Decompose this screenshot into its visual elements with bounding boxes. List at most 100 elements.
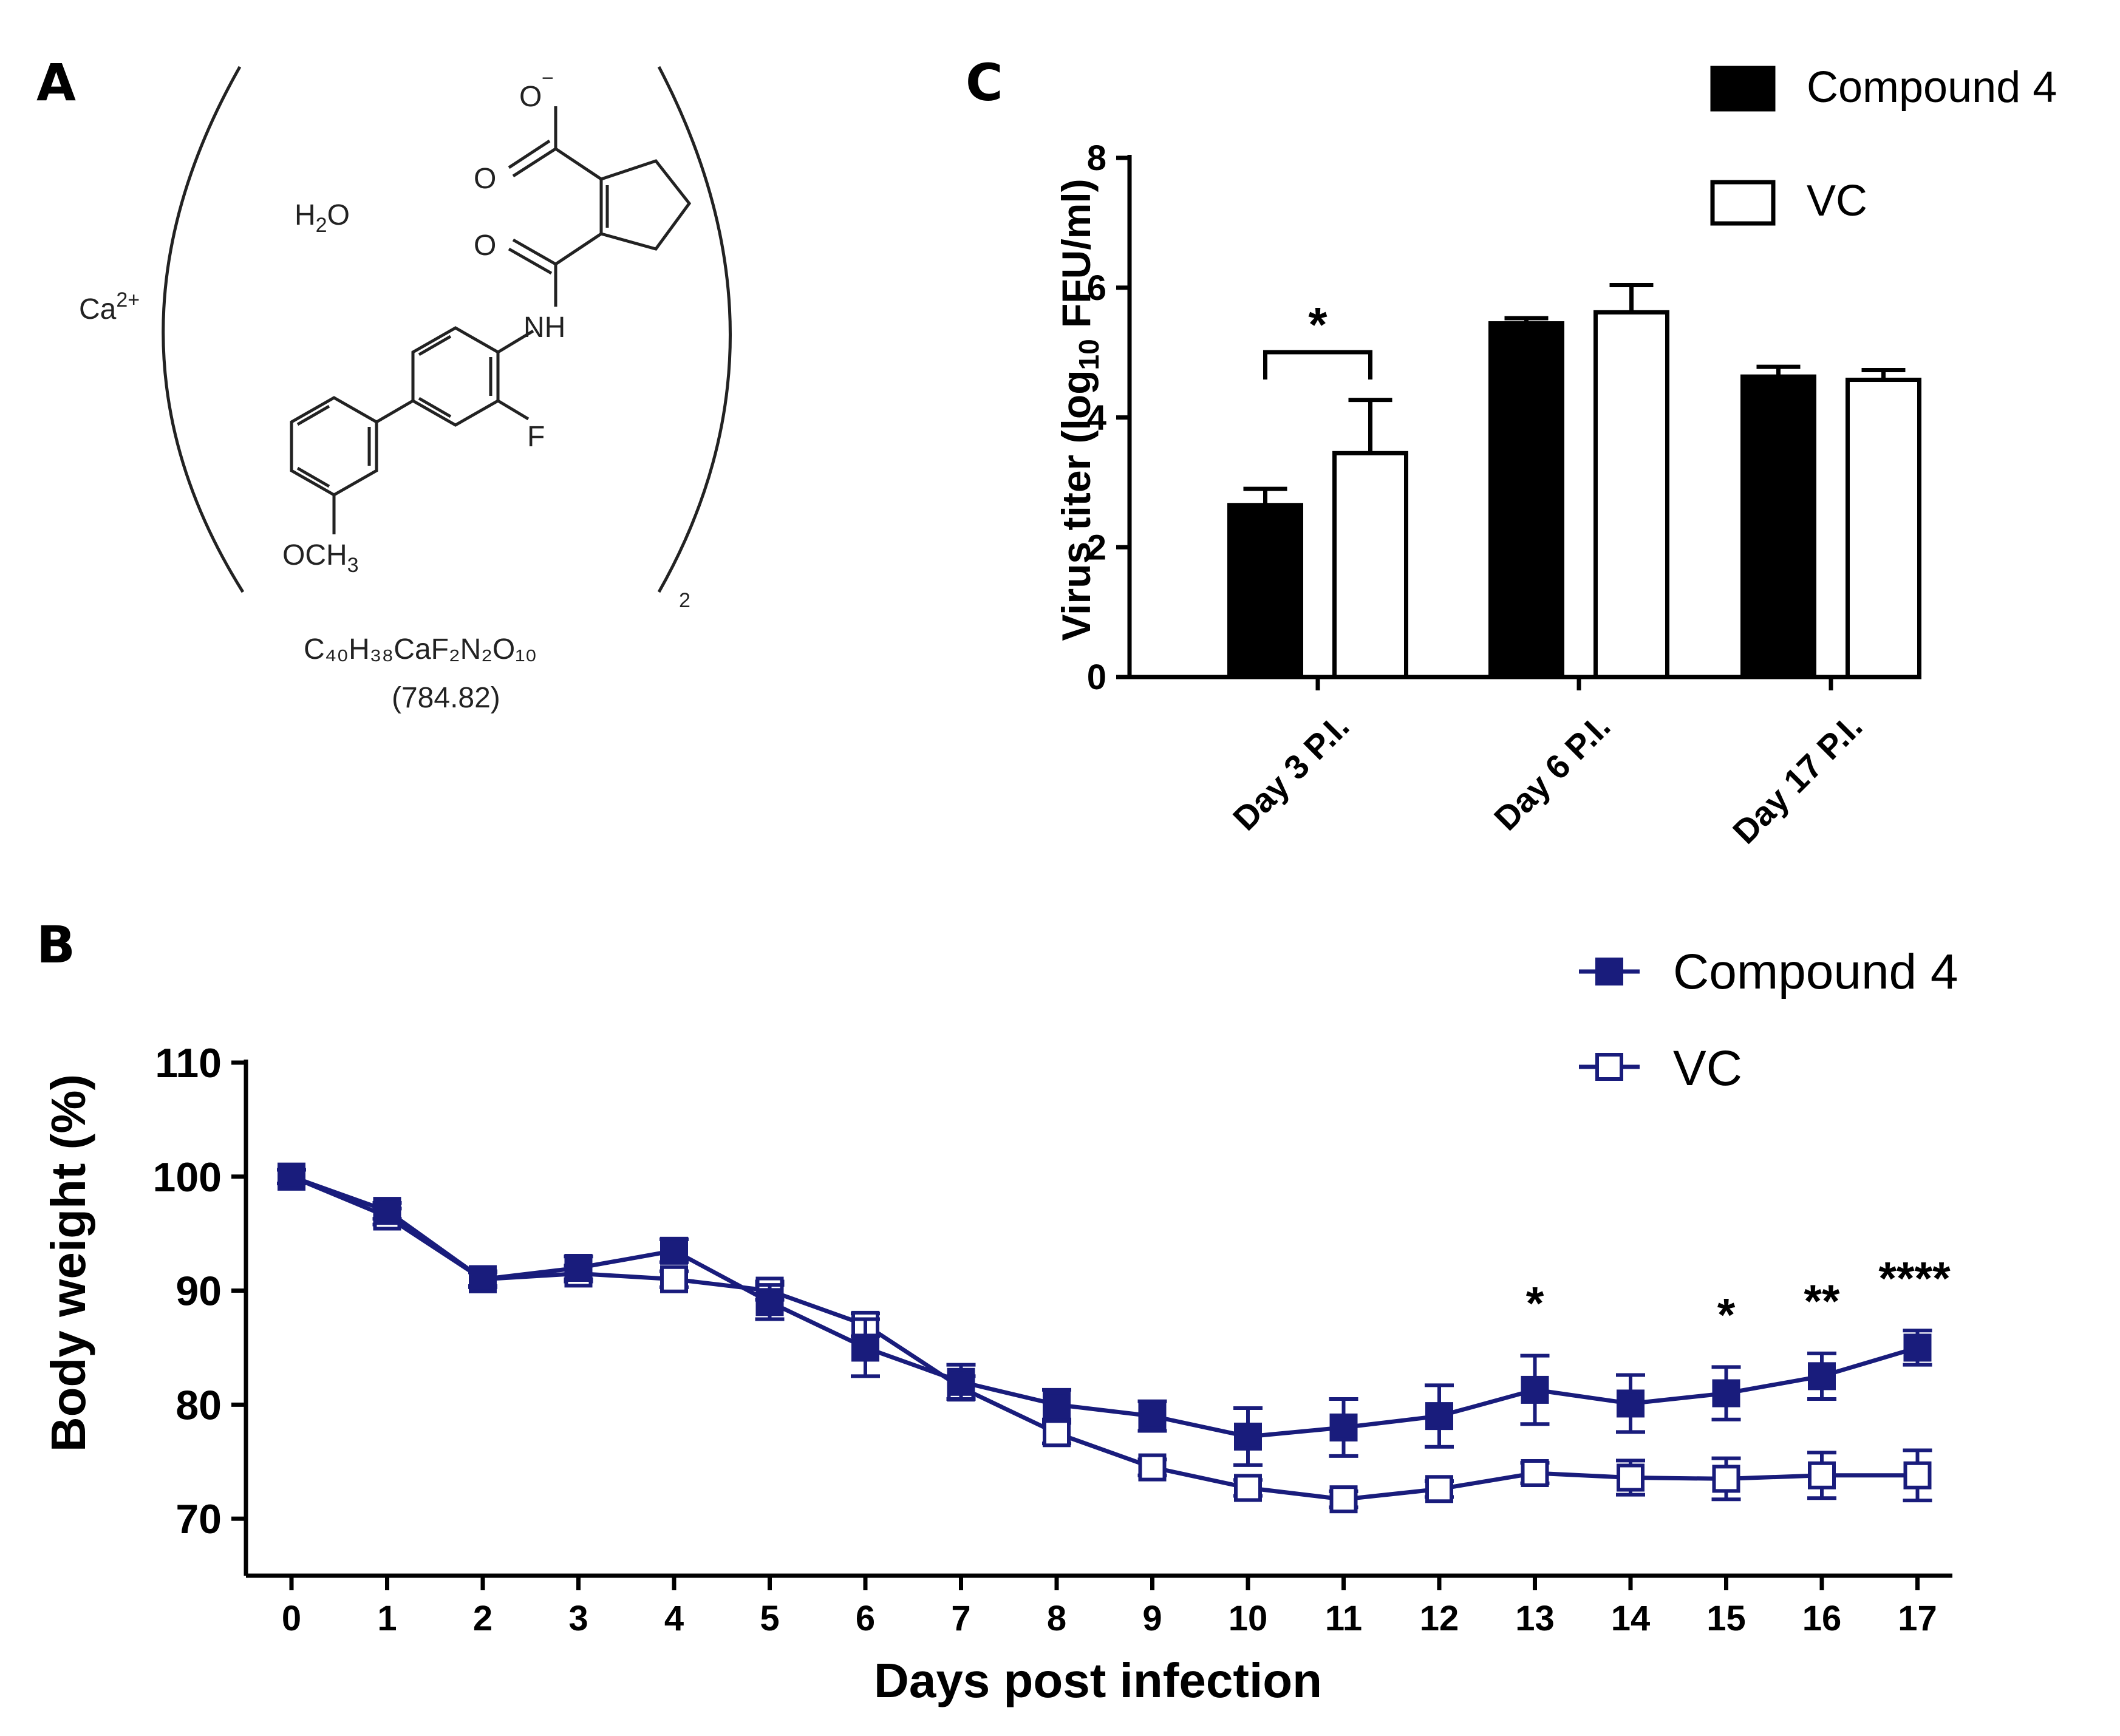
b-x-tick-label-6: 6 xyxy=(856,1599,875,1638)
c-x-tick-label-1: Day 6 P.I. xyxy=(1487,707,1618,838)
b-x-tick-label-12: 12 xyxy=(1420,1599,1459,1638)
b-y-tick-label-110: 110 xyxy=(155,1040,222,1086)
legend-marker-vc xyxy=(1595,1053,1623,1081)
water-label: H2O xyxy=(295,199,350,237)
molecular-formula: C₄₀H₃₈CaF₂N₂O₁₀ xyxy=(304,633,537,665)
b-x-tick-label-10: 10 xyxy=(1229,1599,1268,1638)
structure-labels: O − O O H2O Ca2+ NH F OCH3 2 C₄₀H₃₈CaF₂N… xyxy=(79,67,690,714)
b-x-tick-label-8: 8 xyxy=(1047,1599,1066,1638)
b-point-vc-9 xyxy=(1138,1453,1167,1482)
c-bar-vc-1 xyxy=(1593,310,1669,679)
left-bracket xyxy=(162,66,245,593)
b-x-tick-label-2: 2 xyxy=(473,1599,493,1638)
b-x-tick-label-14: 14 xyxy=(1611,1599,1651,1638)
b-x-tick-label-4: 4 xyxy=(664,1599,684,1638)
b-point-compound-4-4 xyxy=(660,1236,688,1265)
c-bars xyxy=(1227,282,1921,679)
b-point-compound-4-16 xyxy=(1808,1362,1836,1391)
b-point-compound-4-0 xyxy=(278,1162,305,1191)
b-point-compound-4-15 xyxy=(1712,1379,1740,1408)
b-point-compound-4-12 xyxy=(1425,1402,1453,1431)
c-legend: Compound 4 VC xyxy=(1710,63,2057,226)
atom-o-carbonyl-2: O xyxy=(474,230,496,262)
c-y-axis-title: Virus titer (log10 FFU/ml) xyxy=(1054,179,1105,641)
b-y-tick-label-70: 70 xyxy=(176,1496,222,1542)
atom-f: F xyxy=(527,421,545,453)
b-series xyxy=(277,1162,1932,1514)
c-y-tick-label-8: 8 xyxy=(1087,138,1106,178)
c-significance-star: * xyxy=(1308,298,1328,352)
b-point-compound-4-8 xyxy=(1043,1391,1071,1419)
cyclopentene-ring xyxy=(599,159,692,251)
b-legend: Compound 4 VC xyxy=(1579,944,1958,1096)
atom-o-carboxylate: O xyxy=(519,81,542,113)
charge-minus: − xyxy=(542,67,554,90)
b-point-compound-4-14 xyxy=(1617,1389,1645,1418)
b-y-tick-label-90: 90 xyxy=(176,1268,222,1315)
bracket-subscript: 2 xyxy=(679,589,690,612)
b-point-vc-16 xyxy=(1808,1461,1836,1489)
b-x-tick-label-5: 5 xyxy=(760,1599,779,1638)
c-bar-compound-4-0 xyxy=(1227,503,1303,679)
b-x-tick-label-17: 17 xyxy=(1898,1599,1937,1638)
b-x-tick-label-16: 16 xyxy=(1802,1599,1842,1638)
b-significance-17: **** xyxy=(1878,1253,1951,1304)
c-significance-bracket xyxy=(1263,350,1372,380)
b-significance-16: ** xyxy=(1804,1276,1840,1327)
right-bracket xyxy=(657,66,732,593)
b-line-compound-4 xyxy=(290,1174,1918,1439)
b-y-tick-label-80: 80 xyxy=(176,1382,222,1428)
c-y-tick-label-4: 4 xyxy=(1087,398,1106,438)
b-point-compound-4-11 xyxy=(1329,1413,1358,1442)
c-y-tick-label-2: 2 xyxy=(1087,528,1106,567)
b-y-axis-title: Body weight (%) xyxy=(41,1074,95,1452)
b-x-tick-label-3: 3 xyxy=(568,1599,588,1638)
b-x-tick-label-0: 0 xyxy=(282,1599,301,1638)
c-x-tick-label-0: Day 3 P.I. xyxy=(1225,707,1357,838)
b-point-compound-4-3 xyxy=(564,1254,593,1282)
b-point-compound-4-7 xyxy=(947,1367,975,1396)
b-x-tick-label-15: 15 xyxy=(1706,1599,1746,1638)
c-y-tick-label-6: 6 xyxy=(1087,268,1106,308)
legend-swatch-compound-4 xyxy=(1710,66,1776,112)
c-bar-vc-2 xyxy=(1846,378,1921,679)
b-point-compound-4-13 xyxy=(1521,1375,1549,1404)
b-point-vc-13 xyxy=(1521,1459,1549,1487)
b-point-vc-15 xyxy=(1712,1465,1740,1493)
b-point-vc-8 xyxy=(1043,1419,1071,1448)
b-point-vc-10 xyxy=(1234,1474,1262,1502)
panel-label-a: A xyxy=(36,53,76,112)
b-axes xyxy=(231,1060,1952,1590)
b-x-tick-label-9: 9 xyxy=(1142,1599,1162,1638)
b-y-tick-label-100: 100 xyxy=(153,1154,222,1200)
c-bar-compound-4-2 xyxy=(1740,374,1816,679)
b-point-vc-14 xyxy=(1617,1463,1645,1492)
panel-label-c: C xyxy=(966,53,1003,112)
methoxy-label: OCH3 xyxy=(282,539,359,577)
fluorophenyl-ring xyxy=(411,326,500,427)
legend-label-compound-4: Compound 4 xyxy=(1807,63,2057,112)
legend-swatch-vc xyxy=(1710,180,1776,226)
b-x-tick-label-1: 1 xyxy=(377,1599,397,1638)
c-bar-compound-4-1 xyxy=(1488,321,1564,679)
chemical-structure xyxy=(162,66,732,593)
b-point-compound-4-2 xyxy=(469,1265,497,1293)
legend-marker-compound-4 xyxy=(1595,958,1623,985)
atom-nh: NH xyxy=(523,311,565,344)
b-point-compound-4-1 xyxy=(373,1197,401,1225)
b-x-tick-label-13: 13 xyxy=(1515,1599,1555,1638)
virus-titer-chart: 0 2 4 6 8 Day 3 P.I. Day 6 P.I. Day 17 P.I. * Vi… xyxy=(1054,63,2057,851)
legend-label-compound-4-b: Compound 4 xyxy=(1673,944,1958,999)
c-bar-vc-0 xyxy=(1332,451,1408,679)
c-y-tick-label-0: 0 xyxy=(1087,658,1106,697)
b-point-vc-12 xyxy=(1425,1475,1453,1503)
b-significance-15: * xyxy=(1717,1289,1736,1341)
molecular-mass: (784.82) xyxy=(392,682,500,714)
legend-label-vc-b: VC xyxy=(1673,1041,1742,1096)
b-significance-13: * xyxy=(1526,1278,1544,1330)
methoxyphenyl-ring xyxy=(290,396,378,497)
b-x-tick-label-11: 11 xyxy=(1325,1599,1362,1638)
